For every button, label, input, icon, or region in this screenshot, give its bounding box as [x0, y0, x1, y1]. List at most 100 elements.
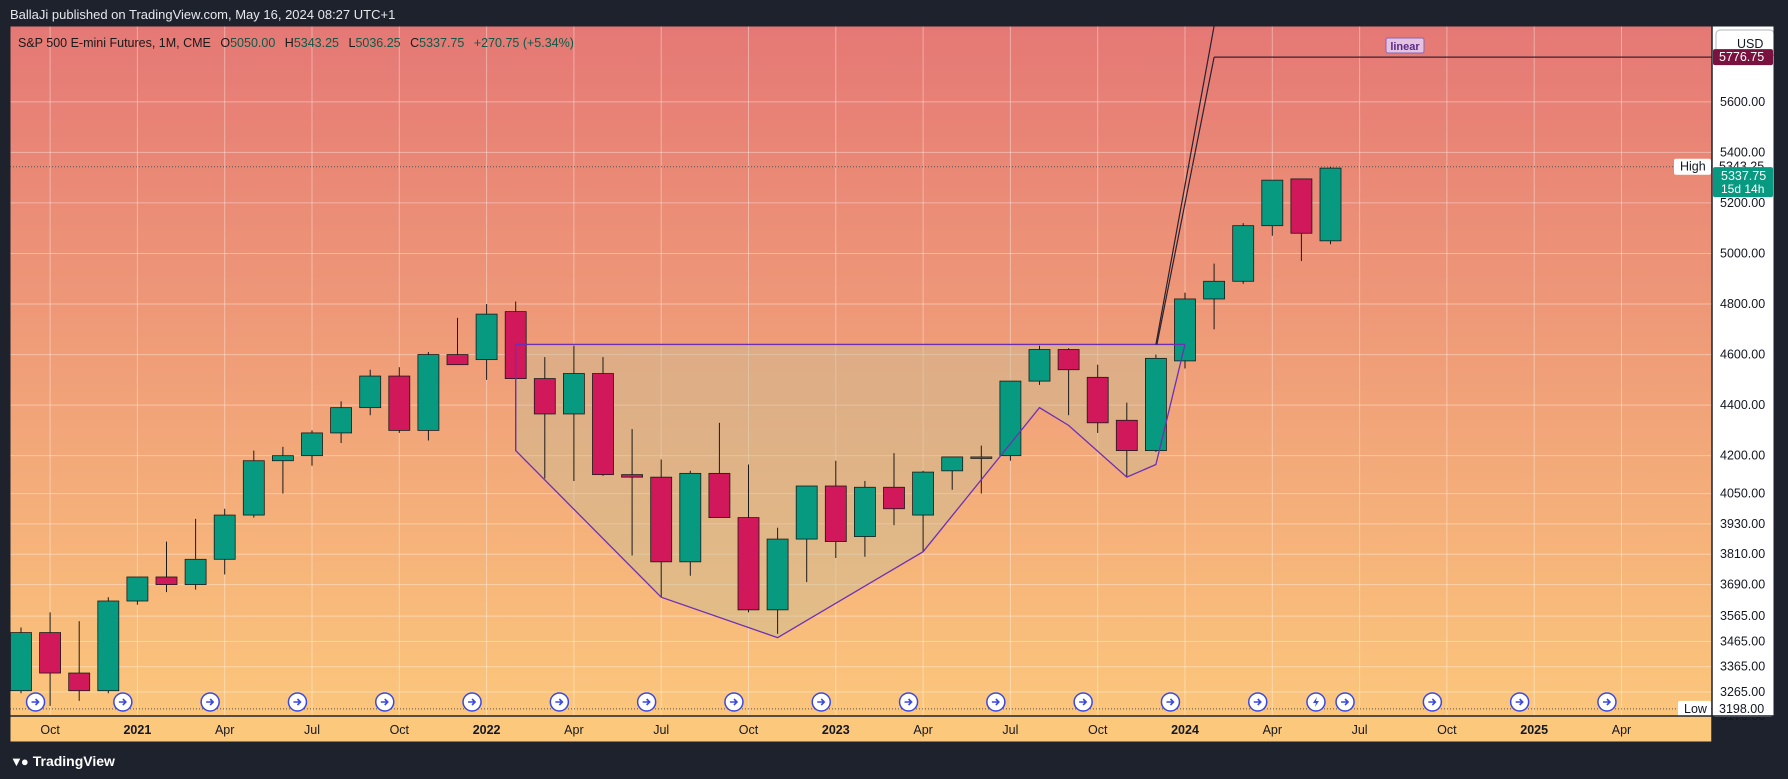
lightning-icon[interactable] — [1306, 692, 1326, 712]
x-tick-label: 2022 — [473, 723, 501, 737]
arrow-shape — [118, 698, 127, 706]
candle — [1115, 402, 1138, 478]
event-arrow-icon[interactable] — [25, 692, 46, 712]
candle-body — [242, 460, 265, 516]
arrow-shape — [380, 698, 389, 706]
event-arrow-icon[interactable] — [287, 692, 308, 712]
grid-lines — [10, 26, 1712, 716]
y-tick-label: 3930.00 — [1720, 517, 1765, 531]
event-markers[interactable] — [25, 692, 1617, 712]
candle-body — [708, 472, 731, 518]
candle-body — [68, 672, 91, 692]
candle-body — [1057, 349, 1080, 371]
event-arrow-icon[interactable] — [898, 692, 919, 712]
x-tick-label: 2021 — [123, 723, 151, 737]
candle-body — [1086, 376, 1109, 424]
candle-body — [330, 407, 353, 434]
price-axis[interactable]: 5600.00 5400.00 5200.00 5000.00 4800.00 4600.… — [1712, 26, 1774, 723]
arrow-shape — [729, 698, 739, 706]
candle-body — [737, 517, 760, 611]
event-arrow-icon[interactable] — [113, 692, 133, 712]
candle — [883, 453, 905, 526]
event-arrow-icon[interactable] — [724, 692, 744, 712]
low-tag: Low — [1678, 700, 1711, 717]
arrow-shape — [991, 698, 1000, 706]
candles — [10, 166, 1342, 706]
y-tick-label: 4050.00 — [1720, 487, 1765, 501]
time-axis[interactable]: Oct 2021 Apr Jul Oct 2022 Apr Jul Oct 2023 Apr Jul O… — [10, 716, 1712, 742]
event-arrow-icon[interactable] — [986, 692, 1006, 712]
lightning-shape — [1312, 697, 1319, 707]
y-tick-label: 3265.00 — [1720, 685, 1765, 699]
arrow-shape — [1253, 698, 1262, 706]
candle — [10, 627, 32, 694]
candle-body — [1174, 298, 1196, 362]
event-arrow-icon[interactable] — [462, 692, 482, 712]
x-tick-label: 2025 — [1520, 723, 1548, 737]
legend-low-value: 5036.25 — [355, 36, 400, 50]
event-arrow-icon[interactable] — [1597, 692, 1617, 712]
last-price-bg — [1713, 167, 1773, 198]
x-tick-label: Jul — [304, 723, 320, 737]
candle — [68, 621, 91, 701]
candle — [184, 518, 207, 590]
event-arrow-icon[interactable] — [1160, 692, 1181, 712]
candle — [795, 485, 818, 583]
target-price-label: 5776.75 — [1713, 49, 1773, 66]
footer: ▼● TradingView — [10, 753, 115, 769]
candle — [970, 445, 993, 494]
y-tick-label: 3565.00 — [1720, 609, 1765, 623]
candle — [1290, 178, 1313, 262]
low-price-label: 3198.00 — [1713, 700, 1773, 717]
event-arrow-icon[interactable] — [811, 692, 831, 712]
arrow-shape — [206, 698, 215, 706]
y-tick-label: 3810.00 — [1720, 547, 1765, 561]
x-tick-label: Jul — [1352, 723, 1368, 737]
candle-body — [126, 576, 149, 602]
candle-body — [854, 486, 876, 537]
event-arrow-icon[interactable] — [200, 692, 220, 712]
candle-body — [301, 432, 323, 457]
candle-body — [679, 472, 702, 563]
event-arrow-icon[interactable] — [636, 692, 657, 712]
legend-high-value: 5343.25 — [294, 36, 339, 50]
cup-pattern-lines — [10, 25, 1712, 710]
legend: S&P 500 E-mini Futures, 1M, CME O5050.00… — [18, 36, 574, 50]
candle — [301, 430, 323, 466]
event-arrow-icon[interactable] — [1422, 692, 1443, 712]
y-tick-label: 5600.00 — [1720, 95, 1765, 109]
candle — [446, 317, 469, 366]
candle — [39, 612, 61, 706]
candle — [999, 380, 1022, 461]
arrow-shape — [1079, 698, 1088, 706]
event-arrow-icon[interactable] — [375, 692, 395, 712]
event-arrow-icon[interactable] — [1509, 692, 1530, 712]
candle-body — [1261, 179, 1284, 227]
x-tick-label: Oct — [739, 723, 759, 737]
candle — [213, 508, 236, 575]
x-tick-label: Jul — [1002, 723, 1018, 737]
linear-label: linear — [1390, 41, 1420, 53]
event-arrow-icon[interactable] — [549, 692, 570, 712]
candle — [1174, 292, 1196, 369]
candle-body — [446, 354, 469, 366]
candle — [650, 459, 673, 598]
time-axis-bg — [10, 716, 1712, 742]
y-tick-label: 3365.00 — [1720, 660, 1765, 674]
candle-body — [970, 456, 993, 459]
candle-body — [650, 476, 673, 563]
event-arrow-icon[interactable] — [1335, 692, 1355, 712]
x-tick-label: Oct — [1437, 723, 1457, 737]
linear-annotation[interactable]: linear — [1385, 37, 1425, 54]
candle-body — [941, 456, 964, 472]
event-arrow-icon[interactable] — [1248, 692, 1268, 712]
arrow-shape — [904, 698, 913, 706]
candle — [388, 367, 411, 433]
legend-close-label: C — [410, 36, 419, 50]
candle — [330, 401, 353, 444]
candle-body — [1115, 419, 1138, 452]
event-arrow-icon[interactable] — [1073, 692, 1093, 712]
candle — [1232, 223, 1255, 284]
legend-symbol: S&P 500 E-mini Futures, 1M, CME — [18, 36, 211, 50]
